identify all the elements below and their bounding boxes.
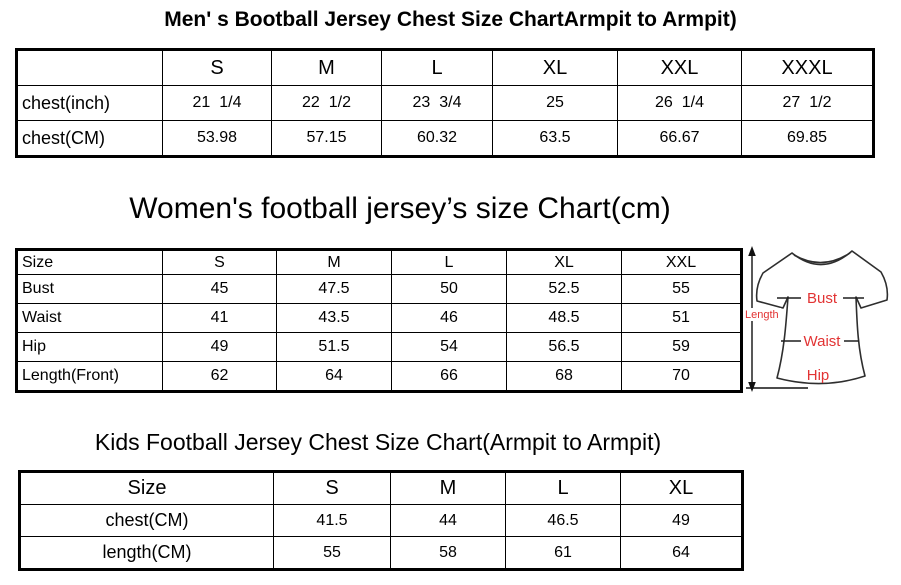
- value-cell: 63.5: [492, 120, 618, 157]
- women-header-row: Size S M L XL XXL: [16, 249, 742, 275]
- value-cell: 58: [390, 536, 506, 570]
- size-header-cell: XXXL: [741, 49, 874, 86]
- value-cell: 43.5: [276, 303, 392, 333]
- value-cell: 55: [621, 274, 742, 304]
- row-label-cell: chest(CM): [16, 120, 163, 157]
- women-bust-row: Bust 45 47.5 50 52.5 55: [16, 274, 742, 304]
- value-cell: 45: [162, 274, 277, 304]
- men-chest-cm-row: chest(CM) 53.98 57.15 60.32 63.5 66.67 6…: [16, 120, 874, 157]
- men-chart-title: Men' s Bootball Jersey Chest Size ChartA…: [164, 8, 737, 31]
- value-cell: 59: [621, 332, 742, 362]
- kids-chest-row: chest(CM) 41.5 44 46.5 49: [19, 504, 743, 537]
- hip-label: Hip: [807, 367, 830, 384]
- size-header-cell: XL: [620, 471, 743, 505]
- value-cell: 49: [162, 332, 277, 362]
- value-cell: 57.15: [271, 120, 382, 157]
- size-header-label: Size: [16, 249, 163, 275]
- value-cell: 51.5: [276, 332, 392, 362]
- value-cell: 52.5: [506, 274, 622, 304]
- size-header-cell: L: [381, 49, 493, 86]
- size-header-cell: XL: [506, 249, 622, 275]
- value-cell: 61: [505, 536, 621, 570]
- tshirt-outline: [755, 250, 889, 385]
- size-header-label: Size: [19, 471, 274, 505]
- value-cell: 69.85: [741, 120, 874, 157]
- value-cell: 54: [391, 332, 507, 362]
- size-header-cell: M: [390, 471, 506, 505]
- size-header-cell: M: [271, 49, 382, 86]
- value-cell: 68: [506, 361, 622, 392]
- value-cell: 23 3/4: [381, 85, 493, 121]
- value-cell: 21 1/4: [162, 85, 272, 121]
- value-cell: 64: [276, 361, 392, 392]
- value-cell: 46.5: [505, 504, 621, 537]
- kids-header-row: Size S M L XL: [19, 471, 743, 505]
- value-cell: 51: [621, 303, 742, 333]
- men-size-table: S M L XL XXL XXXL chest(inch) 21 1/4 22 …: [15, 48, 875, 158]
- row-label-cell: Length(Front): [16, 361, 163, 392]
- row-label-cell: Hip: [16, 332, 163, 362]
- bust-label: Bust: [807, 290, 838, 307]
- value-cell: 41: [162, 303, 277, 333]
- value-cell: 41.5: [273, 504, 391, 537]
- women-size-table: Size S M L XL XXL Bust 45 47.5 50 52.5 5…: [15, 248, 743, 393]
- row-label-cell: chest(CM): [19, 504, 274, 537]
- size-header-cell: L: [505, 471, 621, 505]
- size-header-cell: S: [273, 471, 391, 505]
- women-length-row: Length(Front) 62 64 66 68 70: [16, 361, 742, 392]
- size-header-cell: M: [276, 249, 392, 275]
- value-cell: 25: [492, 85, 618, 121]
- value-cell: 47.5: [276, 274, 392, 304]
- value-cell: 56.5: [506, 332, 622, 362]
- size-header-cell: L: [391, 249, 507, 275]
- value-cell: 66: [391, 361, 507, 392]
- tshirt-measurement-diagram: Length Bust Waist Hip: [744, 246, 889, 392]
- length-label-bg: [744, 308, 781, 321]
- value-cell: 66.67: [617, 120, 742, 157]
- women-waist-row: Waist 41 43.5 46 48.5 51: [16, 303, 742, 333]
- row-label-cell: Bust: [16, 274, 163, 304]
- men-header-row: S M L XL XXL XXXL: [16, 49, 874, 86]
- corner-cell: [16, 49, 163, 86]
- value-cell: 53.98: [162, 120, 272, 157]
- value-cell: 62: [162, 361, 277, 392]
- kids-length-row: length(CM) 55 58 61 64: [19, 536, 743, 570]
- value-cell: 48.5: [506, 303, 622, 333]
- value-cell: 70: [621, 361, 742, 392]
- women-chart-title: Women's football jersey’s size Chart(cm): [129, 192, 671, 225]
- row-label-cell: length(CM): [19, 536, 274, 570]
- kids-chart-title: Kids Football Jersey Chest Size Chart(Ar…: [94, 429, 662, 455]
- value-cell: 64: [620, 536, 743, 570]
- women-hip-row: Hip 49 51.5 54 56.5 59: [16, 332, 742, 362]
- value-cell: 26 1/4: [617, 85, 742, 121]
- value-cell: 55: [273, 536, 391, 570]
- size-header-cell: XXL: [621, 249, 742, 275]
- size-header-cell: S: [162, 49, 272, 86]
- value-cell: 50: [391, 274, 507, 304]
- value-cell: 27 1/2: [741, 85, 874, 121]
- size-header-cell: S: [162, 249, 277, 275]
- size-header-cell: XL: [492, 49, 618, 86]
- value-cell: 60.32: [381, 120, 493, 157]
- kids-size-table: Size S M L XL chest(CM) 41.5 44 46.5 49 …: [18, 470, 744, 571]
- row-label-cell: chest(inch): [16, 85, 163, 121]
- value-cell: 22 1/2: [271, 85, 382, 121]
- men-chest-inch-row: chest(inch) 21 1/4 22 1/2 23 3/4 25 26 1…: [16, 85, 874, 121]
- size-header-cell: XXL: [617, 49, 742, 86]
- value-cell: 44: [390, 504, 506, 537]
- value-cell: 49: [620, 504, 743, 537]
- waist-label: Waist: [804, 333, 842, 350]
- value-cell: 46: [391, 303, 507, 333]
- row-label-cell: Waist: [16, 303, 163, 333]
- length-label: Length: [745, 309, 779, 321]
